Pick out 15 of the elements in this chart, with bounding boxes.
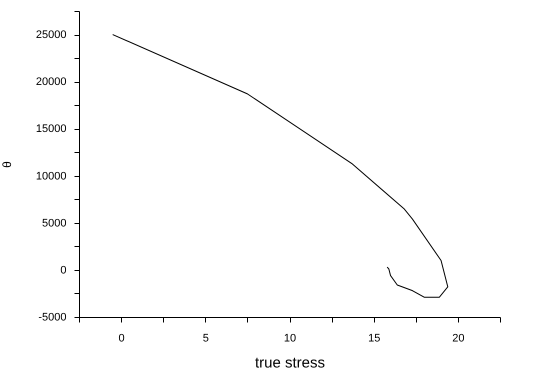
y-axis-title: θ bbox=[0, 160, 14, 168]
y-tick-label: 20000 bbox=[36, 76, 66, 88]
y-tick-label: 5000 bbox=[42, 217, 66, 230]
line-series bbox=[112, 34, 448, 298]
y-tick-label: 25000 bbox=[36, 29, 66, 42]
x-tick-label: 20 bbox=[452, 332, 465, 344]
y-tick-label: 10000 bbox=[36, 170, 66, 182]
x-tick-label: 10 bbox=[284, 332, 296, 344]
x-tick-label: 0 bbox=[118, 332, 125, 344]
x-axis-title: true stress bbox=[254, 354, 326, 372]
x-tick-label: 5 bbox=[202, 332, 209, 344]
x-tick-label: 15 bbox=[368, 332, 380, 344]
y-tick-label: 15000 bbox=[36, 123, 66, 136]
y-tick-label: -5000 bbox=[38, 312, 66, 324]
y-tick-label: 0 bbox=[60, 264, 66, 276]
